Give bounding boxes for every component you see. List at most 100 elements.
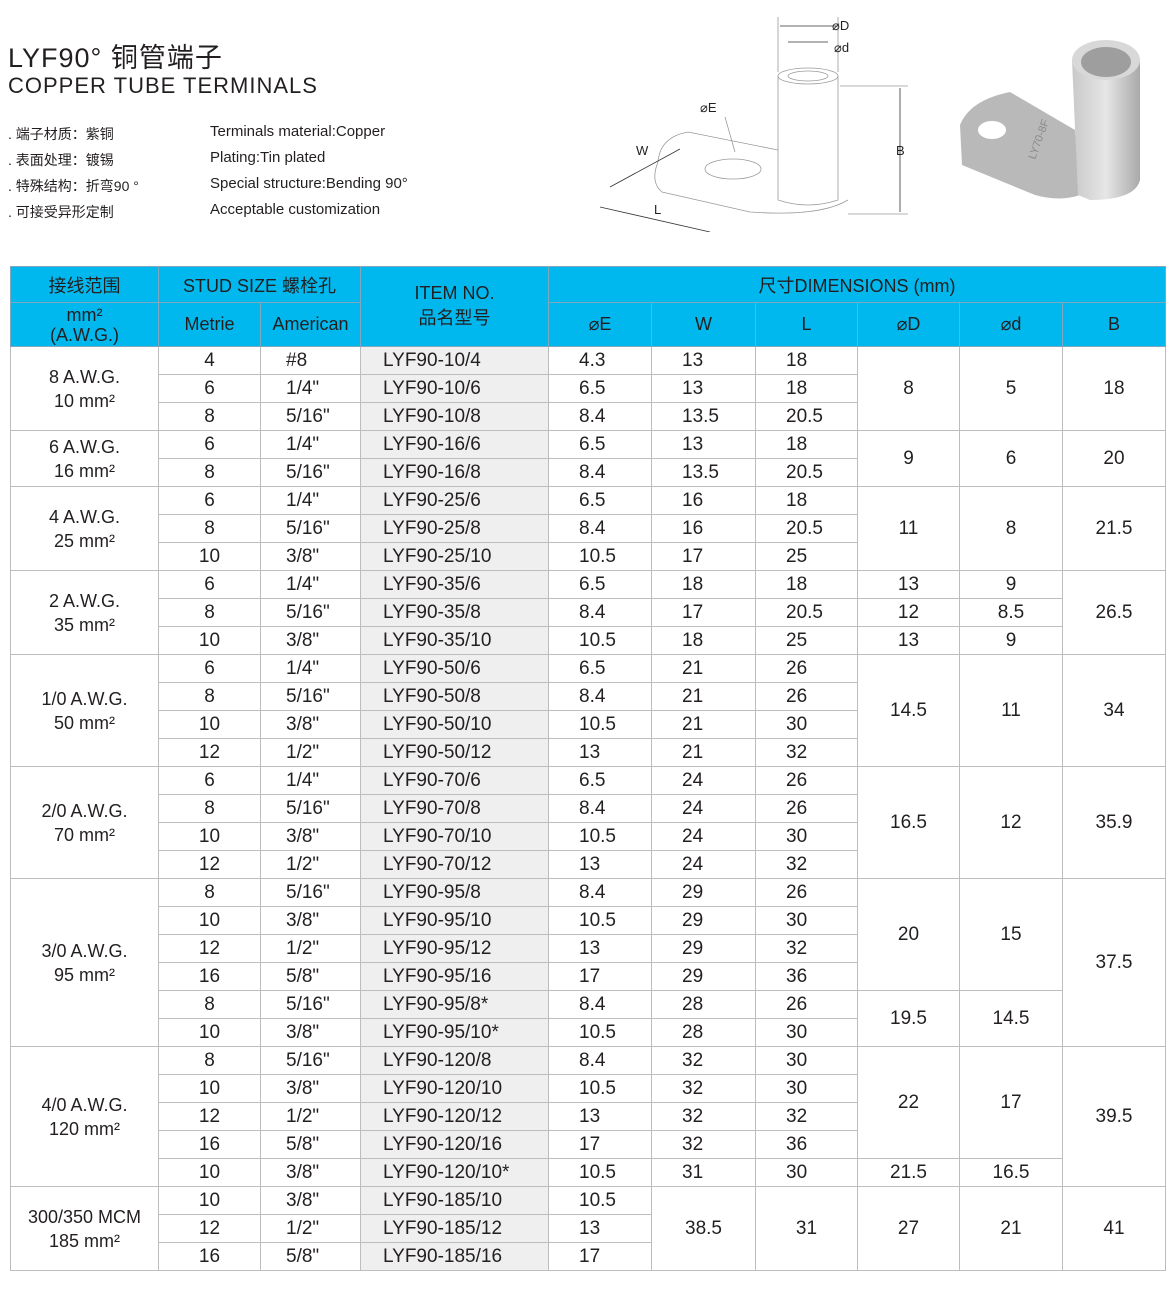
cell-w: 24 <box>651 850 756 879</box>
table-row: 10 3/8" LYF90-50/10 10.5 21 30 <box>11 710 1166 739</box>
table-row: 10 3/8" LYF90-95/10 10.5 29 30 <box>11 906 1166 935</box>
cell-d-outer: 8 <box>857 346 960 431</box>
cell-w: 31 <box>651 1158 756 1187</box>
cell-d-outer: 13 <box>857 570 960 599</box>
cell-wire-range: 6 A.W.G. 16 mm² <box>10 430 159 487</box>
cell-metric: 8 <box>158 682 261 711</box>
table-row: 10 3/8" LYF90-35/10 10.5 18 25 13 9 <box>11 626 1166 655</box>
table-row: 8 5/16" LYF90-35/8 8.4 17 20.5 12 8.5 <box>11 598 1166 627</box>
cell-american: 5/16" <box>260 682 361 711</box>
wire-range-mm: 70 mm² <box>53 824 115 845</box>
table-row: 10 3/8" LYF90-25/10 10.5 17 25 <box>11 542 1166 571</box>
cell-l: 20.5 <box>755 402 858 431</box>
cell-l: 30 <box>755 822 858 851</box>
cell-item-no: LYF90-50/10 <box>360 710 549 739</box>
cell-e: 8.4 <box>548 1046 652 1075</box>
cell-w: 17 <box>651 598 756 627</box>
cell-american: 3/8" <box>260 542 361 571</box>
cell-e: 8.4 <box>548 878 652 907</box>
product-photo: LY70-8F <box>960 40 1140 200</box>
cell-l: 26 <box>755 654 858 683</box>
cell-item-no: LYF90-70/10 <box>360 822 549 851</box>
cell-american: 5/8" <box>260 1242 361 1271</box>
cell-e: 13 <box>548 850 652 879</box>
header-d-outer: ⌀D <box>857 302 960 347</box>
header-w: W <box>651 302 756 347</box>
header-item-no: ITEM NO. 品名型号 <box>360 266 549 347</box>
cell-l: 30 <box>755 1046 858 1075</box>
cell-american: 1/4" <box>260 654 361 683</box>
spec-item: Acceptable customization <box>210 201 381 218</box>
cell-b: 26.5 <box>1062 570 1166 655</box>
cell-item-no: LYF90-120/10 <box>360 1074 549 1103</box>
cell-metric: 12 <box>158 850 261 879</box>
cell-l: 18 <box>755 430 858 459</box>
cell-e: 10.5 <box>548 626 652 655</box>
cell-e: 10.5 <box>548 906 652 935</box>
cell-d-inner: 14.5 <box>959 990 1063 1047</box>
wire-range-awg: 3/0 A.W.G. <box>41 940 128 961</box>
cell-e: 10.5 <box>548 1018 652 1047</box>
cell-w: 13 <box>651 430 756 459</box>
wire-range-mm: 185 mm² <box>48 1230 120 1251</box>
cell-item-no: LYF90-95/16 <box>360 962 549 991</box>
cell-l: 32 <box>755 934 858 963</box>
header-metric: Metrie <box>158 302 261 347</box>
label-length: L <box>654 202 661 217</box>
cell-b: 39.5 <box>1062 1046 1166 1187</box>
table-row: 8 5/16" LYF90-16/8 8.4 13.5 20.5 <box>11 458 1166 487</box>
cell-american: 1/2" <box>260 1102 361 1131</box>
cell-w: 21 <box>651 710 756 739</box>
cell-metric: 10 <box>158 542 261 571</box>
cell-e: 10.5 <box>548 710 652 739</box>
cell-metric: 10 <box>158 1158 261 1187</box>
cell-b: 18 <box>1062 346 1166 431</box>
table-row: 2/0 A.W.G. 70 mm² 6 1/4" LYF90-70/6 6.5 24 26 16… <box>10 766 1166 879</box>
cell-w: 32 <box>651 1046 756 1075</box>
cell-e: 17 <box>548 1242 652 1271</box>
table-row: 12 1/2" LYF90-120/12 13 32 32 <box>11 1102 1166 1131</box>
cell-d-outer: 12 <box>857 598 960 627</box>
cell-item-no: LYF90-35/10 <box>360 626 549 655</box>
cell-d-outer: 20 <box>857 878 960 991</box>
cell-wire-range: 2 A.W.G. 35 mm² <box>10 570 159 655</box>
spec-list-en: Terminals material:Copper Plating:Tin pl… <box>210 119 408 223</box>
table-row: 10 3/8" LYF90-120/10* 10.5 31 30 21.5 16.5 <box>11 1158 1166 1187</box>
cell-e: 13 <box>548 1214 652 1243</box>
cell-d-inner: 6 <box>959 430 1063 487</box>
cell-e: 6.5 <box>548 374 652 403</box>
cell-l: 31 <box>755 1186 858 1271</box>
cell-l: 26 <box>755 766 858 795</box>
cell-l: 18 <box>755 570 858 599</box>
cell-l: 30 <box>755 1018 858 1047</box>
cell-e: 6.5 <box>548 766 652 795</box>
cell-l: 20.5 <box>755 458 858 487</box>
wire-range-awg: 8 A.W.G. <box>48 366 121 387</box>
cell-wire-range: 3/0 A.W.G. 95 mm² <box>10 878 159 1047</box>
cell-w: 13.5 <box>651 402 756 431</box>
cell-metric: 8 <box>158 1046 261 1075</box>
cell-metric: 10 <box>158 822 261 851</box>
cell-e: 6.5 <box>548 654 652 683</box>
cell-american: 5/16" <box>260 990 361 1019</box>
cell-metric: 8 <box>158 402 261 431</box>
cell-d-inner: 12 <box>959 766 1063 879</box>
cell-american: 5/8" <box>260 1130 361 1159</box>
cell-american: 3/8" <box>260 1018 361 1047</box>
table-row: 6 1/4" LYF90-10/6 6.5 13 18 <box>11 374 1166 403</box>
table-row: 10 3/8" LYF90-120/10 10.5 32 30 <box>11 1074 1166 1103</box>
cell-item-no: LYF90-35/6 <box>360 570 549 599</box>
cell-e: 10.5 <box>548 1074 652 1103</box>
cell-e: 6.5 <box>548 570 652 599</box>
cell-metric: 6 <box>158 766 261 795</box>
cell-l: 32 <box>755 1102 858 1131</box>
header-l: L <box>755 302 858 347</box>
cell-metric: 10 <box>158 906 261 935</box>
wire-range-awg: 4/0 A.W.G. <box>41 1094 128 1115</box>
spec-item: . 特殊结构：折弯90 ° <box>8 178 139 194</box>
dimension-drawing: ⌀D ⌀d ⌀E W L B <box>599 17 908 232</box>
cell-w: 32 <box>651 1074 756 1103</box>
table-row: 16 5/8" LYF90-185/16 17 <box>11 1242 1166 1271</box>
cell-item-no: LYF90-10/6 <box>360 374 549 403</box>
cell-american: 1/4" <box>260 374 361 403</box>
